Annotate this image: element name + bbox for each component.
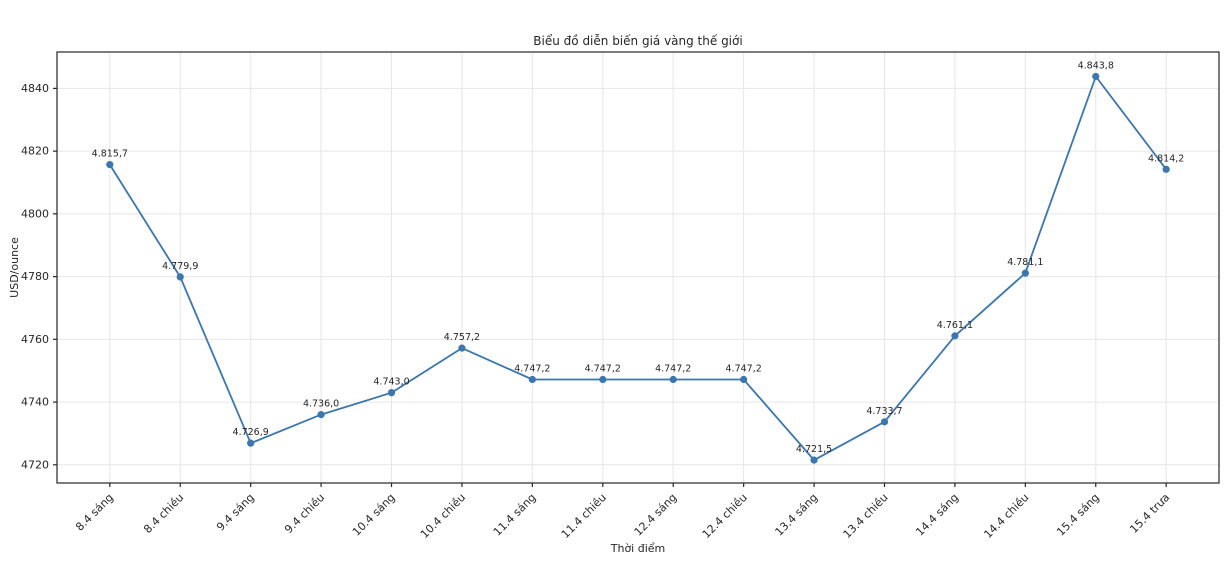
x-tick-label: 15.4 trưa — [1127, 491, 1172, 536]
data-point-label: 4.843,8 — [1078, 60, 1114, 71]
x-tick-label: 13.4 chiều — [841, 491, 891, 541]
data-point-marker — [247, 439, 255, 447]
chart-title: Biểu đồ diễn biến giá vàng thế giới — [533, 34, 742, 48]
data-point-label: 4.814,2 — [1148, 153, 1184, 164]
data-point-label: 4.733,7 — [866, 406, 902, 417]
y-tick-label: 4820 — [21, 145, 49, 158]
x-tick-label: 8.4 chiều — [141, 491, 186, 536]
data-point-label: 4.726,9 — [233, 427, 269, 438]
x-tick-label: 13.4 sáng — [773, 491, 821, 539]
data-point-marker — [458, 344, 466, 352]
x-tick-label: 11.4 chiều — [559, 491, 609, 541]
x-tick-label: 9.4 sáng — [214, 491, 257, 534]
data-point-label: 4.747,2 — [585, 363, 621, 374]
x-tick-label: 15.4 sáng — [1054, 491, 1102, 539]
data-point-marker — [176, 273, 184, 281]
x-tick-label: 12.4 chiều — [700, 491, 750, 541]
data-point-label: 4.779,9 — [162, 261, 198, 272]
data-point-label: 4.747,2 — [655, 363, 691, 374]
data-point-marker — [1162, 165, 1170, 173]
x-tick-label: 14.4 chiều — [981, 491, 1031, 541]
data-point-label: 4.757,2 — [444, 332, 480, 343]
x-tick-label: 10.4 chiều — [418, 491, 468, 541]
data-point-marker — [740, 375, 748, 384]
data-point-marker — [1092, 72, 1100, 81]
data-point-marker — [880, 418, 889, 426]
y-tick-label: 4760 — [21, 333, 49, 346]
data-point-marker — [951, 332, 959, 340]
y-axis-label: USD/ounce — [8, 237, 21, 298]
data-point-marker — [317, 411, 325, 419]
x-tick-label: 14.4 sáng — [913, 491, 961, 539]
x-tick-label: 12.4 sáng — [632, 491, 680, 539]
x-tick-label: 9.4 chiều — [282, 491, 327, 536]
x-axis-label: Thời điểm — [610, 542, 666, 555]
data-point-label: 4.743,0 — [373, 377, 409, 388]
data-point-marker — [106, 161, 114, 169]
data-point-label: 4.736,0 — [303, 399, 339, 410]
data-point-marker — [599, 375, 607, 384]
y-tick-label: 4720 — [21, 458, 49, 471]
y-tick-label: 4840 — [21, 82, 49, 95]
y-tick-label: 4740 — [21, 396, 49, 409]
plot-border — [56, 51, 1220, 484]
data-point-label: 4.747,2 — [514, 363, 550, 374]
data-point-marker — [528, 375, 536, 384]
data-point-marker — [669, 375, 677, 384]
x-tick-label: 8.4 sáng — [73, 491, 116, 534]
y-tick-label: 4800 — [21, 207, 49, 220]
y-tick-label: 4780 — [21, 270, 49, 283]
data-point-marker — [1021, 269, 1029, 277]
x-tick-label: 10.4 sáng — [350, 491, 398, 539]
data-point-marker — [810, 456, 818, 464]
data-point-label: 4.815,7 — [92, 149, 128, 160]
data-point-label: 4.721,5 — [796, 444, 832, 455]
data-point-label: 4.747,2 — [726, 363, 762, 374]
data-point-marker — [387, 389, 396, 397]
x-tick-label: 11.4 sáng — [491, 491, 539, 539]
data-point-label: 4.781,1 — [1007, 257, 1043, 268]
price-line-series — [108, 75, 1168, 461]
data-point-label: 4.761,1 — [937, 320, 973, 331]
